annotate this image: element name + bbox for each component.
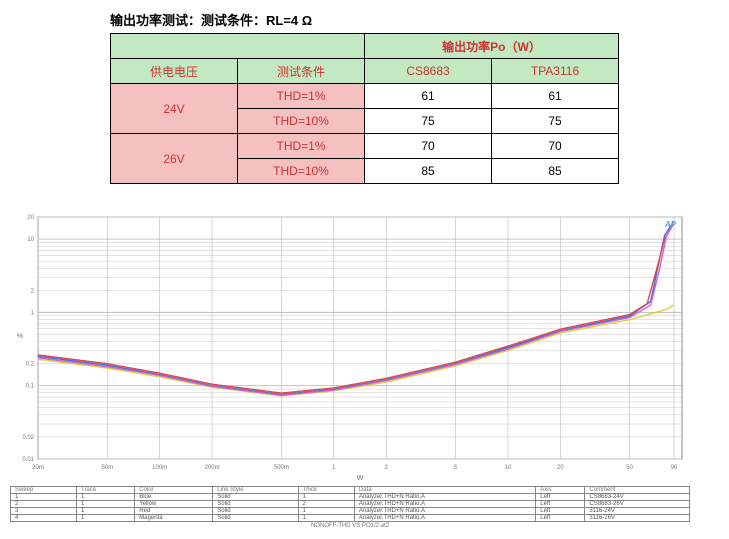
power-table: 输出功率Po（W） 供电电压 测试条件 CS8683 TPA3116 24V T… [110,33,619,184]
page-title: 输出功率测试：测试条件：RL=4 Ω [110,10,719,29]
svg-text:2: 2 [31,288,35,294]
svg-text:50m: 50m [101,465,113,471]
svg-text:100m: 100m [152,465,167,471]
legend-header: Thick [298,487,354,494]
legend-row: 21YellowSolid2Analyzer.THD+N Ratio.ALeft… [11,501,690,508]
ap-logo-icon: AP [664,220,677,229]
cond-cell: THD=10% [238,159,365,184]
svg-text:%: % [17,333,23,340]
svg-text:1: 1 [31,310,35,316]
value-cell: 75 [492,109,619,134]
value-cell: 70 [492,134,619,159]
col-header: 供电电压 [111,59,238,84]
legend-header: Sweep [11,487,77,494]
svg-text:1: 1 [332,465,336,471]
svg-text:20: 20 [27,215,34,221]
value-cell: 75 [365,109,492,134]
legend-header: Data [354,487,535,494]
svg-text:500m: 500m [274,465,289,471]
legend-table: SweepTraceColorLine StyleThickDataAxisCo… [10,486,690,522]
cond-cell: THD=10% [238,109,365,134]
table-corner [111,34,365,59]
voltage-cell: 24V [111,84,238,134]
svg-text:20: 20 [557,465,564,471]
value-cell: 61 [365,84,492,109]
legend-header: Comment [585,487,690,494]
svg-text:2: 2 [385,465,389,471]
value-cell: 70 [365,134,492,159]
value-cell: 61 [492,84,619,109]
chart-footer: NONOFF-THD VS PO1/2.at2 [10,523,690,529]
legend-header: Trace [77,487,135,494]
legend-header: Color [135,487,213,494]
svg-text:0.01: 0.01 [22,457,34,463]
legend-row: 41MagentaSolid1Analyzer.THD+N Ratio.ALef… [11,515,690,522]
cond-cell: THD=1% [238,134,365,159]
legend-row: 31RedSolid1Analyzer.THD+N Ratio.ALeft311… [11,508,690,515]
col-header: TPA3116 [492,59,619,84]
col-header: 测试条件 [238,59,365,84]
svg-text:20m: 20m [32,465,44,471]
value-cell: 85 [365,159,492,184]
legend-header: Line Style [213,487,298,494]
svg-text:5: 5 [454,465,458,471]
svg-text:0.1: 0.1 [26,384,35,390]
svg-text:90: 90 [671,465,678,471]
svg-text:200m: 200m [205,465,220,471]
svg-text:0.02: 0.02 [22,435,34,441]
legend-header: Axis [536,487,585,494]
cond-cell: THD=1% [238,84,365,109]
svg-text:10: 10 [27,237,34,243]
svg-text:W: W [357,475,364,482]
legend-row: 11BlueSolid1Analyzer.THD+N Ratio.ALeftCS… [11,494,690,501]
voltage-cell: 26V [111,134,238,184]
svg-text:10: 10 [505,465,512,471]
thd-chart: 0.01 0.02 0.1 0.2 1 2 10 20 20m 50m 100m 200m 500m 1 2… [10,209,690,484]
value-cell: 85 [492,159,619,184]
svg-text:0.2: 0.2 [26,362,35,368]
svg-text:50: 50 [626,465,633,471]
col-header: CS8683 [365,59,492,84]
table-top-header: 输出功率Po（W） [365,34,619,59]
